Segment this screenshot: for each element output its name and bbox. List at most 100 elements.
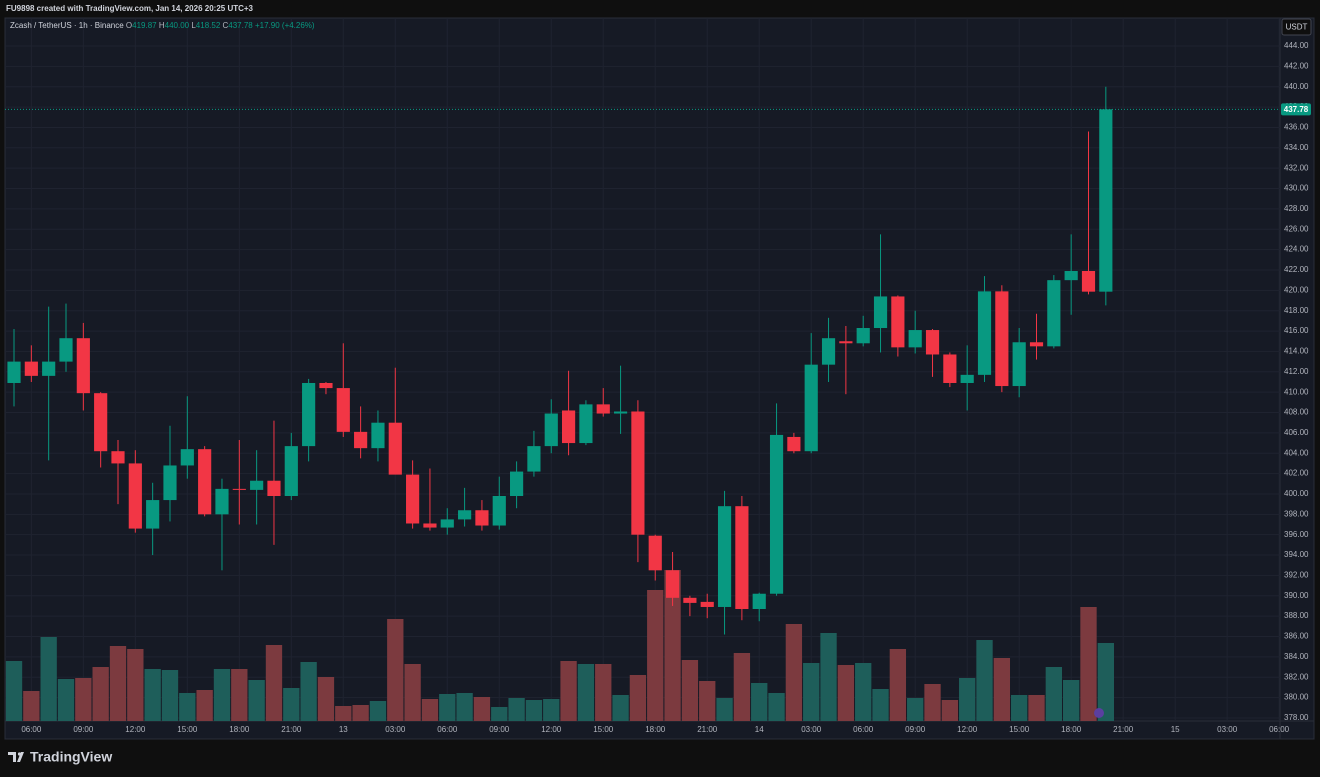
- candle-body: [371, 422, 385, 449]
- legend-value: 437.78: [228, 21, 253, 30]
- candle-body: [7, 361, 21, 383]
- x-tick-label: 12:00: [125, 725, 146, 734]
- candle-body: [908, 330, 922, 348]
- volume-bar: [629, 675, 647, 721]
- candle-body: [717, 506, 732, 607]
- volume-bar: [612, 695, 629, 721]
- candle-body: [891, 296, 905, 348]
- volume-bar: [317, 677, 335, 721]
- y-tick-label: 402.00: [1284, 469, 1309, 478]
- y-tick-label: 408.00: [1284, 408, 1309, 417]
- volume-bar: [595, 664, 612, 721]
- logo-dot: [17, 752, 22, 756]
- y-tick-label: 398.00: [1284, 509, 1309, 518]
- candle-body: [146, 500, 160, 529]
- volume-bar: [785, 624, 803, 721]
- last-price-label: 437.78: [1284, 105, 1309, 114]
- y-tick-label: 424.00: [1284, 245, 1309, 254]
- candle-body: [284, 446, 298, 496]
- candle-body: [683, 597, 697, 603]
- y-tick-label: 412.00: [1284, 367, 1309, 376]
- candle-body: [440, 519, 454, 528]
- candle-body: [596, 404, 610, 414]
- y-tick-label: 434.00: [1284, 143, 1309, 152]
- volume-bar: [40, 637, 57, 721]
- volume-bar: [803, 663, 820, 721]
- y-tick-label: 380.00: [1284, 693, 1309, 702]
- legend-key: L: [191, 21, 196, 30]
- volume-bar: [179, 693, 196, 721]
- volume-bar: [473, 697, 491, 721]
- change: +17.90 (+4.26%): [255, 21, 315, 30]
- x-tick-label: 06:00: [21, 725, 42, 734]
- candle-body: [821, 338, 836, 365]
- x-tick-label: 12:00: [541, 725, 562, 734]
- candle-body: [804, 364, 818, 452]
- x-tick-label: 03:00: [801, 725, 822, 734]
- brand: TradingView: [30, 749, 112, 765]
- legend-value: 418.52: [196, 21, 221, 30]
- volume-bar: [993, 658, 1011, 721]
- volume-bar: [335, 706, 352, 721]
- volume-bar: [837, 665, 855, 721]
- legend-key: O: [126, 21, 132, 30]
- volume-bar: [5, 661, 23, 721]
- y-tick-label: 444.00: [1284, 41, 1309, 50]
- volume-bar: [92, 667, 109, 721]
- volume-bar: [768, 693, 785, 721]
- candle-body: [1012, 342, 1026, 387]
- candle-body: [700, 601, 714, 607]
- volume-bar: [1080, 607, 1097, 721]
- candle-body: [24, 361, 38, 376]
- volume-bar: [699, 681, 716, 721]
- y-tick-label: 432.00: [1284, 163, 1309, 172]
- volume-bar: [924, 684, 941, 721]
- x-tick-label: 03:00: [1217, 725, 1238, 734]
- candle-body: [856, 328, 870, 344]
- y-tick-label: 418.00: [1284, 306, 1309, 315]
- candle-body: [111, 451, 125, 464]
- volume-bar: [456, 693, 473, 721]
- y-tick-label: 436.00: [1284, 123, 1309, 132]
- candle-body: [215, 488, 229, 515]
- x-tick-label: 09:00: [73, 725, 94, 734]
- volume-bar: [1045, 667, 1063, 721]
- y-tick-label: 382.00: [1284, 672, 1309, 681]
- y-tick-label: 422.00: [1284, 265, 1309, 274]
- y-tick-label: 416.00: [1284, 326, 1309, 335]
- candle-body: [475, 510, 489, 526]
- candle-body: [787, 436, 801, 452]
- volume-bar: [352, 705, 369, 721]
- volume-bar: [161, 670, 179, 721]
- header: FU9898 created with TradingView.com, Jan…: [6, 4, 254, 13]
- y-tick-label: 414.00: [1284, 347, 1309, 356]
- volume-bar: [23, 691, 40, 721]
- x-tick-label: 13: [339, 725, 348, 734]
- volume-bar: [75, 678, 92, 721]
- y-tick-label: 396.00: [1284, 530, 1309, 539]
- x-tick-label: 15: [1171, 725, 1180, 734]
- candle-body: [1047, 280, 1061, 347]
- volume-bar: [300, 662, 317, 721]
- candle-body: [458, 510, 472, 520]
- y-tick-label: 404.00: [1284, 448, 1309, 457]
- candle-body: [839, 341, 853, 344]
- currency: USDT: [1286, 23, 1308, 32]
- volume-bar: [127, 649, 144, 721]
- volume-bar: [820, 633, 837, 721]
- x-tick-label: 06:00: [853, 725, 874, 734]
- volume-bar: [404, 664, 421, 721]
- x-tick-label: 18:00: [229, 725, 250, 734]
- candle-body: [613, 411, 628, 414]
- volume-bar: [439, 694, 456, 721]
- candle-body: [406, 474, 420, 524]
- volume-bar: [941, 700, 959, 721]
- volume-bar: [889, 649, 907, 721]
- candle-body: [579, 404, 593, 444]
- candle-body: [631, 411, 645, 535]
- y-tick-label: 430.00: [1284, 184, 1309, 193]
- legend-value: 440.00: [165, 21, 190, 30]
- y-tick-label: 428.00: [1284, 204, 1309, 213]
- candle-body: [648, 535, 662, 571]
